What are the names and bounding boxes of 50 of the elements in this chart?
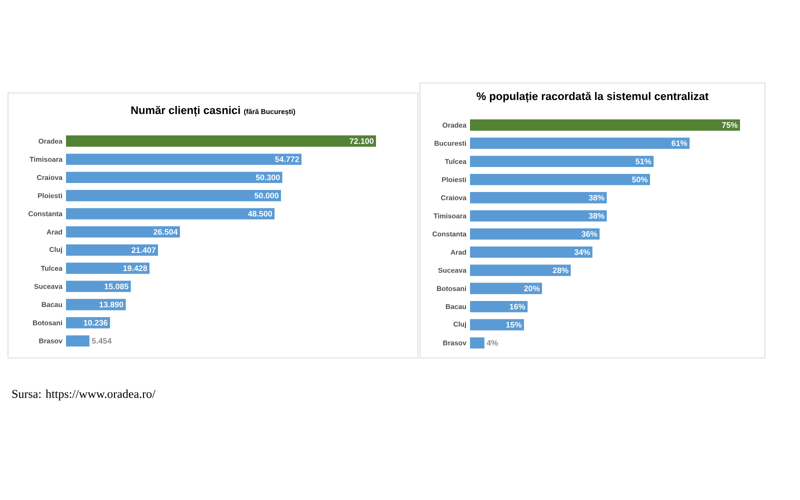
bar [470,192,607,204]
data-label: 61% [672,140,688,146]
bar [470,282,542,294]
data-label: 5.454 [92,338,112,344]
bar [470,138,690,149]
data-label: 15% [506,322,522,328]
bar [66,226,180,238]
bar [66,154,302,165]
data-label: 50.000 [254,192,278,198]
data-label: 21.407 [132,247,156,253]
data-label: 36% [582,231,598,237]
data-label: 51% [636,158,652,164]
bar [470,319,524,330]
data-label: 28% [552,267,568,274]
data-label: 34% [574,249,590,255]
data-label: 13.890 [100,302,124,308]
bar [66,135,376,147]
bar [66,262,150,274]
chart-title: % populație racordată la sistemul centralizat [476,92,709,103]
bar [470,264,571,276]
data-label: 72.100 [350,138,374,144]
data-label: 10.236 [84,320,108,326]
bar [66,190,281,202]
data-label: 38% [588,194,604,201]
bar [470,337,484,349]
data-label: 50.300 [256,174,280,180]
data-label: 38% [588,213,604,219]
bar [470,300,528,312]
bar [470,246,592,258]
data-label: 19.428 [123,265,148,272]
data-label: 48.500 [248,210,272,217]
bar [66,335,90,347]
data-label: 16% [510,304,526,310]
chart-title: Număr clienți casnici [131,106,240,117]
bar [66,208,275,220]
data-label: 20% [524,286,540,292]
data-label: 75% [722,122,738,128]
data-label: 15.085 [104,284,128,290]
text: Sursa: https://www.oradea.ro/ [12,390,156,400]
bar [66,244,158,256]
bar [470,156,654,168]
bar [470,119,740,131]
data-label: 26.504 [154,229,178,235]
data-label: 50% [632,176,648,182]
bar [470,174,650,186]
data-label: 54.772 [275,156,299,162]
bar [470,210,607,222]
data-label: 4% [486,340,498,346]
bar [66,172,282,184]
bar [470,228,600,240]
